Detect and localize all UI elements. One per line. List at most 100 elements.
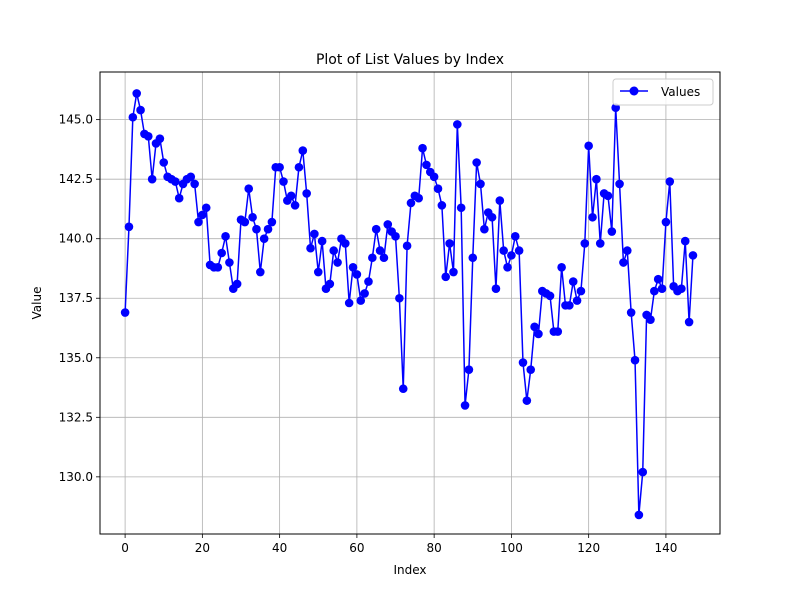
data-point xyxy=(592,174,601,184)
data-point xyxy=(398,384,408,394)
data-point xyxy=(194,217,203,227)
data-point xyxy=(588,212,597,222)
data-point xyxy=(476,179,485,189)
data-point xyxy=(576,286,586,296)
data-point xyxy=(310,229,319,239)
data-point xyxy=(418,143,427,153)
y-tick-label: 137.5 xyxy=(59,291,93,305)
data-point xyxy=(634,510,644,520)
data-point xyxy=(665,177,675,186)
series-values xyxy=(120,89,698,520)
data-point xyxy=(402,241,412,251)
data-point xyxy=(298,146,308,155)
data-point xyxy=(422,160,431,170)
data-point xyxy=(124,222,134,232)
grid-lines xyxy=(100,72,720,534)
x-tick-label: 100 xyxy=(500,541,523,555)
y-axis-label: Value xyxy=(30,287,44,320)
data-point xyxy=(638,467,648,477)
data-point xyxy=(499,246,508,255)
data-point xyxy=(684,317,694,327)
data-point xyxy=(259,234,269,243)
data-point xyxy=(174,193,184,203)
data-point xyxy=(356,296,366,305)
data-point xyxy=(653,274,663,284)
x-tick-label: 80 xyxy=(427,541,442,555)
data-point xyxy=(143,132,153,141)
data-point xyxy=(650,286,659,296)
data-point xyxy=(368,253,377,263)
data-point xyxy=(132,89,141,98)
data-point xyxy=(630,355,640,365)
y-tick-label: 135.0 xyxy=(59,351,93,365)
data-point xyxy=(341,239,350,248)
data-point xyxy=(615,179,624,189)
data-point xyxy=(360,289,369,298)
data-point xyxy=(433,184,443,193)
x-tick-label: 140 xyxy=(654,541,677,555)
data-point xyxy=(391,232,400,241)
data-point xyxy=(232,279,242,289)
chart-title: Plot of List Values by Index xyxy=(316,52,504,68)
data-point xyxy=(514,246,524,255)
data-point xyxy=(290,201,300,210)
data-point xyxy=(530,322,539,332)
data-point xyxy=(429,172,439,182)
data-point xyxy=(379,253,389,263)
data-point xyxy=(661,217,671,227)
data-point xyxy=(190,179,199,189)
data-point xyxy=(371,224,381,234)
data-point xyxy=(155,134,165,143)
y-tick-label: 142.5 xyxy=(59,172,93,186)
data-point xyxy=(456,203,466,213)
data-point xyxy=(622,246,632,255)
data-point xyxy=(344,298,354,308)
x-tick-label: 60 xyxy=(349,541,364,555)
x-tick-label: 120 xyxy=(577,541,600,555)
data-point xyxy=(534,329,543,339)
data-point xyxy=(120,308,130,317)
data-point xyxy=(256,267,265,277)
data-point xyxy=(136,105,145,115)
data-point xyxy=(375,246,385,255)
data-point xyxy=(352,270,362,279)
data-point xyxy=(580,239,590,248)
series-line-values xyxy=(124,92,694,516)
data-point xyxy=(453,120,462,129)
data-point xyxy=(348,262,358,272)
data-point xyxy=(171,177,180,186)
data-point xyxy=(252,224,261,234)
data-point xyxy=(522,396,532,405)
data-point xyxy=(159,158,169,167)
data-point xyxy=(545,291,555,301)
data-point xyxy=(472,158,481,167)
data-point xyxy=(565,301,574,310)
x-tick-label: 0 xyxy=(121,541,129,555)
data-point xyxy=(221,232,230,241)
data-point xyxy=(595,239,605,248)
data-point xyxy=(611,103,620,113)
data-point xyxy=(464,365,474,374)
legend-box xyxy=(612,78,714,106)
legend-entry-values: Values xyxy=(661,85,700,99)
data-point xyxy=(198,210,207,220)
data-point xyxy=(607,227,617,236)
data-point xyxy=(507,251,516,260)
data-point xyxy=(491,284,501,294)
data-point xyxy=(128,112,138,122)
data-point xyxy=(313,267,323,277)
data-point xyxy=(279,177,288,186)
data-point xyxy=(240,217,250,227)
data-point xyxy=(677,284,686,294)
y-tick-label: 130.0 xyxy=(59,470,93,484)
x-axis-ticks: 0 20 40 60 80 100 120 140 xyxy=(121,534,677,555)
legend-marker-icon xyxy=(629,86,639,96)
data-point xyxy=(646,315,655,324)
data-point xyxy=(503,262,512,272)
data-point xyxy=(325,279,335,289)
data-point xyxy=(286,191,296,201)
data-point xyxy=(688,251,698,260)
data-point xyxy=(201,203,211,213)
data-point xyxy=(619,258,628,267)
